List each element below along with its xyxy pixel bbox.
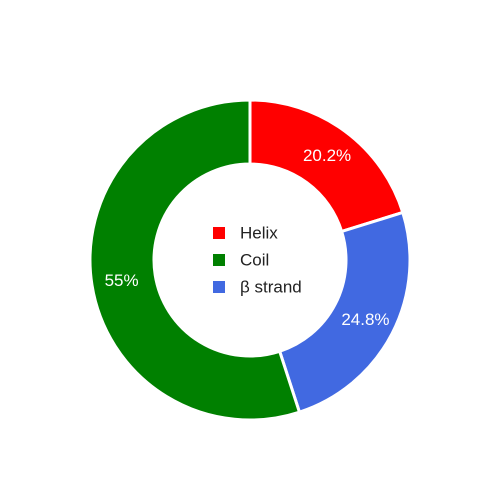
legend-label-strand: β strand: [240, 278, 302, 297]
legend-label-coil: Coil: [240, 251, 269, 270]
legend-swatch-helix: [213, 227, 225, 239]
slices-group: [88, 98, 412, 422]
slice-strand: [277, 210, 412, 415]
legend-swatch-strand: [213, 281, 225, 293]
legend-label-helix: Helix: [240, 224, 278, 243]
legend-swatch-coil: [213, 254, 225, 266]
slice-label-helix: 20.2%: [303, 146, 351, 165]
legend: Helix Coil β strand: [213, 224, 302, 297]
slice-label-strand: 24.8%: [341, 310, 389, 329]
slice-labels-group: 20.2% 24.8% 55%: [105, 146, 390, 329]
slice-label-coil: 55%: [105, 271, 139, 290]
slice-coil: [88, 98, 302, 422]
slice-helix: [248, 98, 405, 234]
